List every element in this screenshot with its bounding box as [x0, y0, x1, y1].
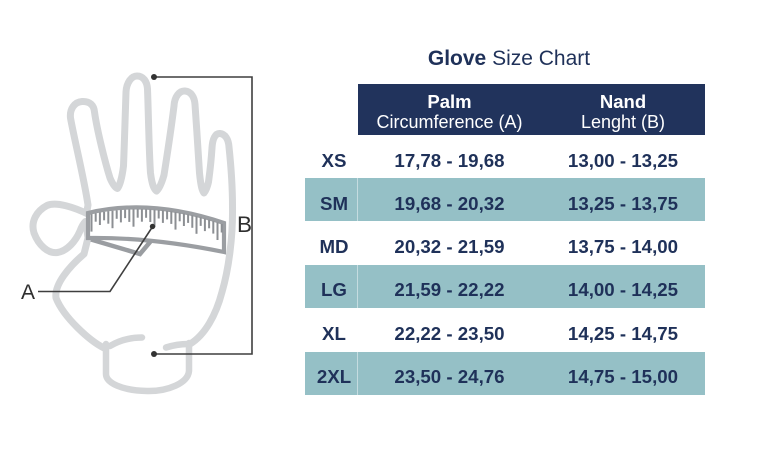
- svg-text:B: B: [237, 212, 252, 237]
- svg-text:A: A: [21, 281, 35, 304]
